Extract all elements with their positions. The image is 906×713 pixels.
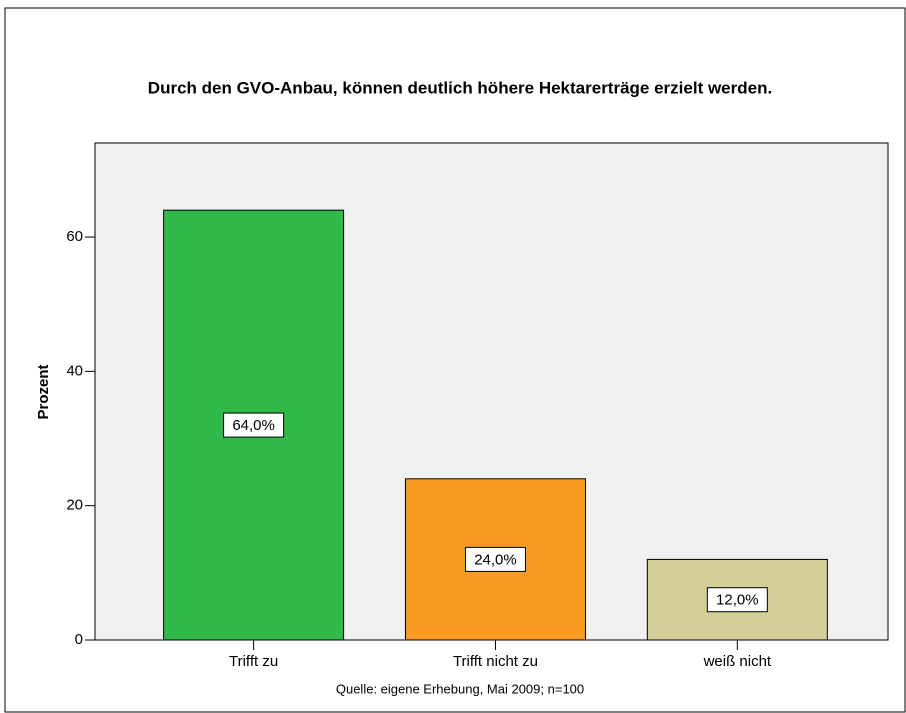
value-label: 12,0% (716, 592, 759, 609)
value-label-box (464, 546, 526, 572)
y-tick-label: 0 (75, 631, 83, 648)
y-axis-label: Prozent (35, 364, 52, 419)
chart-title: Durch den GVO-Anbau, können deutlich höh… (148, 78, 772, 97)
value-label-box (706, 587, 768, 613)
value-label: 64,0% (232, 417, 275, 434)
y-tick-label: 20 (66, 497, 83, 514)
x-tick-label: weiß nicht (703, 653, 772, 670)
x-tick-label: Trifft zu (229, 653, 278, 670)
source-note: Quelle: eigene Erhebung, Mai 2009; n=100 (336, 681, 584, 696)
value-label: 24,0% (474, 551, 517, 568)
value-label-box (223, 412, 285, 438)
y-tick-label: 40 (66, 362, 83, 379)
x-tick-label: Trifft nicht zu (453, 653, 538, 670)
y-tick-label: 60 (66, 228, 83, 245)
